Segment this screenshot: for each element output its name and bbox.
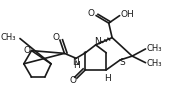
Text: O: O — [52, 33, 59, 42]
Text: O: O — [24, 46, 31, 55]
Text: S: S — [120, 58, 125, 67]
Polygon shape — [84, 52, 86, 54]
Text: N: N — [72, 58, 79, 67]
Text: O: O — [88, 9, 95, 18]
Text: O: O — [70, 76, 77, 85]
Text: CH₃: CH₃ — [1, 33, 16, 42]
Text: CH₃: CH₃ — [147, 59, 162, 68]
Text: CH₃: CH₃ — [147, 44, 162, 53]
Text: N: N — [94, 37, 101, 46]
Text: H: H — [73, 61, 80, 70]
Text: OH: OH — [121, 10, 135, 19]
Text: H: H — [104, 74, 110, 83]
